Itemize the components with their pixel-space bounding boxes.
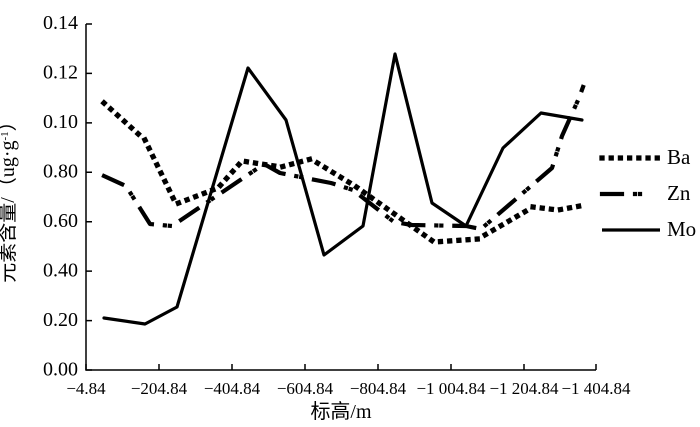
svg-text:−404.84: −404.84 xyxy=(204,379,261,398)
svg-text:0.10: 0.10 xyxy=(43,111,78,133)
svg-text:0.40: 0.40 xyxy=(43,260,78,282)
svg-text:Ba: Ba xyxy=(667,145,691,169)
svg-text:0.60: 0.60 xyxy=(43,210,78,232)
svg-text:标高/m: 标高/m xyxy=(310,400,372,423)
svg-text:Zn: Zn xyxy=(667,181,691,205)
svg-text:−604.84: −604.84 xyxy=(277,379,334,398)
svg-text:−804.84: −804.84 xyxy=(350,379,407,398)
svg-text:−1 404.84: −1 404.84 xyxy=(561,379,631,398)
svg-text:Mo: Mo xyxy=(667,217,696,241)
svg-text:−1 204.84: −1 204.84 xyxy=(489,379,559,398)
svg-text:0.20: 0.20 xyxy=(43,309,78,331)
svg-text:0.12: 0.12 xyxy=(43,62,78,84)
svg-text:−204.84: −204.84 xyxy=(131,379,188,398)
svg-text:0.80: 0.80 xyxy=(43,161,78,183)
svg-text:0.00: 0.00 xyxy=(43,359,78,381)
svg-text:−1 004.84: −1 004.84 xyxy=(416,379,486,398)
svg-text:元素含量/（ug·g-1）: 元素含量/（ug·g-1） xyxy=(0,111,19,282)
svg-text:−4.84: −4.84 xyxy=(66,379,106,398)
svg-text:0.14: 0.14 xyxy=(43,12,78,34)
